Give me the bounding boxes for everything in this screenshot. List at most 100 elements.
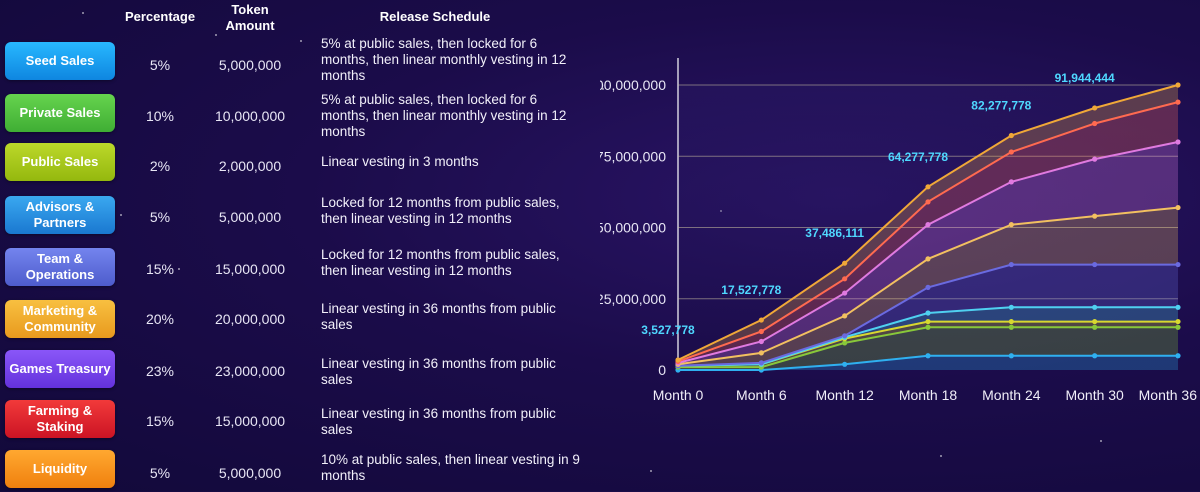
data-point [1092, 318, 1098, 325]
x-tick-label: Month 12 [815, 387, 874, 403]
x-tick-label: Month 6 [736, 387, 787, 403]
schedule-cell: Linear vesting in 36 months from public … [321, 356, 556, 387]
schedule-cell: 10% at public sales, then linear vesting… [321, 452, 580, 483]
amount-cell: 15,000,000 [214, 261, 286, 277]
percentage-cell: 23% [145, 363, 175, 379]
series-band [678, 321, 1178, 368]
star-decoration [120, 214, 122, 216]
schedule-cell: 5% at public sales, then locked for 6 mo… [321, 92, 567, 139]
category-label: Seed Sales [5, 42, 115, 80]
star-decoration [602, 88, 604, 90]
amount-cell: 5,000,000 [218, 209, 282, 225]
data-point [842, 340, 848, 346]
table-row: Public Sales 2% 2,000,000 Linear vesting… [0, 141, 600, 185]
y-tick-label: 25,000,000 [600, 291, 666, 307]
percentage-cell: 5% [149, 57, 171, 73]
schedule-cell: Linear vesting in 36 months from public … [321, 406, 556, 437]
data-point [925, 184, 931, 190]
data-point [925, 324, 931, 330]
table-row: Private Sales 10% 10,000,000 5% at publi… [0, 92, 600, 139]
star-decoration [178, 268, 180, 270]
percentage-cell: 15% [145, 261, 175, 277]
table-row: Advisors & Partners 5% 5,000,000 Locked … [0, 194, 600, 238]
table-row: Marketing & Community 20% 20,000,000 Lin… [0, 298, 600, 342]
data-point [1175, 139, 1181, 145]
header-percentage: Percentage [124, 9, 196, 24]
star-decoration [82, 12, 84, 14]
star-decoration [650, 470, 652, 472]
data-point [925, 256, 931, 262]
data-point [1092, 156, 1098, 162]
x-tick-label: Month 0 [653, 387, 704, 403]
table-row: Team & Operations 15% 15,000,000 Locked … [0, 246, 600, 290]
data-point [758, 350, 764, 356]
data-point [1008, 149, 1014, 155]
category-label: Liquidity [5, 450, 115, 488]
data-point [1008, 318, 1014, 325]
header-token-amount: Token Amount [225, 2, 275, 33]
amount-cell: 5,000,000 [218, 57, 282, 73]
data-point [1092, 353, 1098, 359]
amount-cell: 2,000,000 [218, 158, 282, 174]
table-row: Seed Sales 5% 5,000,000 5% at public sal… [0, 36, 600, 84]
star-decoration [940, 455, 942, 457]
data-point [1175, 318, 1181, 325]
data-point [842, 290, 848, 296]
star-decoration [215, 34, 217, 36]
x-tick-label: Month 18 [899, 387, 958, 403]
data-point [1175, 304, 1181, 310]
series-band [678, 102, 1178, 363]
percentage-cell: 2% [149, 158, 171, 174]
data-label: 91,944,444 [1055, 71, 1115, 85]
data-point [1175, 261, 1181, 268]
data-point [1008, 132, 1014, 139]
amount-cell: 15,000,000 [214, 413, 286, 429]
category-label: Public Sales [5, 143, 115, 181]
amount-cell: 20,000,000 [214, 311, 286, 327]
data-point [925, 310, 931, 316]
data-point [1008, 304, 1014, 310]
y-tick-label: 50,000,000 [600, 220, 666, 236]
series-band [678, 264, 1178, 366]
data-point [1092, 261, 1098, 268]
data-label: 64,277,778 [888, 150, 948, 164]
table-row: Liquidity 5% 5,000,000 10% at public sal… [0, 448, 600, 492]
percentage-cell: 5% [149, 209, 171, 225]
data-point [1008, 261, 1014, 268]
data-point [1092, 120, 1098, 127]
data-point [1175, 353, 1181, 359]
data-point [675, 357, 681, 363]
data-point [1175, 324, 1181, 330]
category-label: Private Sales [5, 94, 115, 132]
star-decoration [300, 40, 302, 42]
data-point [842, 276, 848, 282]
category-label: Marketing & Community [5, 300, 115, 338]
data-point [925, 318, 931, 325]
series-band [678, 142, 1178, 365]
category-label: Farming & Staking [5, 400, 115, 438]
category-label: Games Treasury [5, 350, 115, 388]
y-tick-label: 75,000,000 [600, 148, 666, 164]
schedule-cell: 5% at public sales, then locked for 6 mo… [321, 36, 567, 83]
data-point [758, 338, 764, 345]
x-tick-label: Month 30 [1065, 387, 1124, 403]
data-point [758, 360, 764, 366]
star-decoration [1100, 440, 1102, 442]
data-point [842, 333, 848, 339]
percentage-cell: 10% [145, 108, 175, 124]
percentage-cell: 20% [145, 311, 175, 327]
data-point [925, 353, 931, 359]
category-label: Advisors & Partners [5, 196, 115, 234]
amount-cell: 23,000,000 [214, 363, 286, 379]
vesting-area-chart: 0 25,000,000 50,000,000 75,000,000 100,000,0… [600, 58, 1197, 403]
data-point [925, 199, 931, 205]
amount-cell: 5,000,000 [218, 465, 282, 481]
data-point [1008, 353, 1014, 359]
data-label: 37,486,111 [805, 226, 864, 240]
data-point [1092, 213, 1098, 219]
amount-cell: 10,000,000 [214, 108, 286, 124]
category-label: Team & Operations [5, 248, 115, 286]
y-tick-label: 100,000,000 [600, 77, 666, 93]
data-point [1092, 304, 1098, 310]
percentage-cell: 15% [145, 413, 175, 429]
